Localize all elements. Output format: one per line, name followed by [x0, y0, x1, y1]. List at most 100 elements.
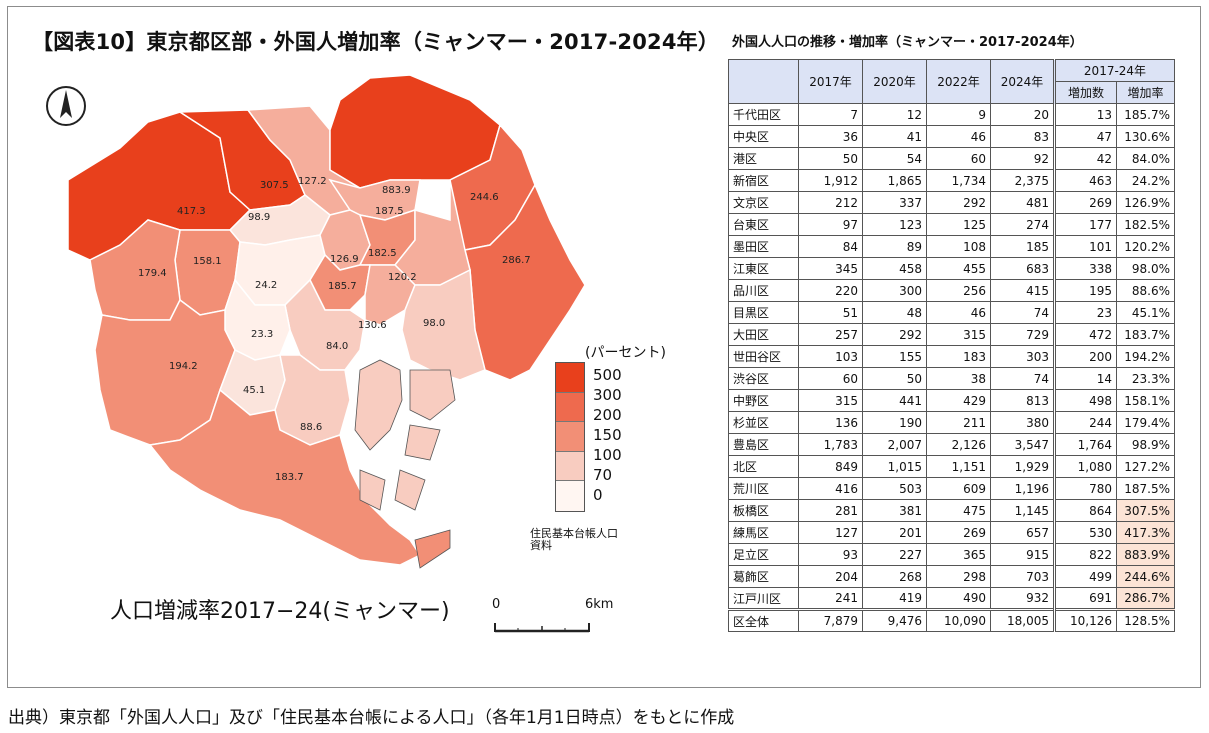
value-cell: 51	[798, 301, 863, 324]
legend-title: (パーセント)	[585, 345, 666, 361]
value-cell: 10,090	[926, 608, 991, 632]
value-cell: 419	[862, 587, 927, 610]
value-cell: 183	[926, 345, 991, 368]
table-row: 文京区 212 337 292 481 269 126.9%	[728, 191, 1175, 214]
value-cell: 1,196	[990, 477, 1055, 500]
increase-cell: 338	[1053, 257, 1117, 280]
map-value-label: 130.6	[358, 320, 387, 331]
value-cell: 89	[862, 235, 927, 258]
value-cell: 915	[990, 543, 1055, 566]
value-cell: 729	[990, 323, 1055, 346]
value-cell: 93	[798, 543, 863, 566]
header-2017: 2017年	[798, 59, 863, 104]
ward-name-cell: 大田区	[728, 323, 799, 346]
table-row: 目黒区 51 48 46 74 23 45.1%	[728, 301, 1175, 324]
map-value-label: 127.2	[298, 176, 327, 187]
ward-name-cell: 荒川区	[728, 477, 799, 500]
increase-cell: 101	[1053, 235, 1117, 258]
value-cell: 315	[926, 323, 991, 346]
value-cell: 257	[798, 323, 863, 346]
ward-name-cell: 板橋区	[728, 499, 799, 522]
value-cell: 83	[990, 125, 1055, 148]
table-row: 品川区 220 300 256 415 195 88.6%	[728, 279, 1175, 302]
rate-cell: 127.2%	[1116, 455, 1175, 478]
ward-name-cell: 墨田区	[728, 235, 799, 258]
rate-cell: 45.1%	[1116, 301, 1175, 324]
ward-name-cell: 台東区	[728, 213, 799, 236]
value-cell: 490	[926, 587, 991, 610]
map-value-labels: 307.5 127.2 883.9 244.6 417.3 98.9 187.5 179.4 1…	[138, 176, 531, 483]
legend-swatch-3	[556, 422, 584, 452]
scale-start-label: 0	[492, 597, 501, 612]
map-value-label: 286.7	[502, 255, 531, 266]
value-cell: 18,005	[990, 608, 1055, 632]
map-value-label: 307.5	[260, 180, 289, 191]
value-cell: 108	[926, 235, 991, 258]
increase-cell: 10,126	[1053, 608, 1117, 632]
ward-name-cell: 豊島区	[728, 433, 799, 456]
ward-name-cell: 目黒区	[728, 301, 799, 324]
rate-cell: 130.6%	[1116, 125, 1175, 148]
table-title: 外国人人口の推移・増加率（ミャンマー・2017-2024年）	[732, 35, 1083, 50]
map-ward-edogawa	[464, 183, 586, 381]
value-cell: 268	[862, 565, 927, 588]
value-cell: 2,126	[926, 433, 991, 456]
north-arrow-icon	[44, 84, 88, 128]
value-cell: 97	[798, 213, 863, 236]
rate-cell: 182.5%	[1116, 213, 1175, 236]
table-row: 北区 849 1,015 1,151 1,929 1,080 127.2%	[728, 455, 1175, 478]
value-cell: 9,476	[862, 608, 927, 632]
legend-swatch-4	[556, 451, 584, 482]
rate-cell: 88.6%	[1116, 279, 1175, 302]
value-cell: 125	[926, 213, 991, 236]
scale-end-label: 6km	[585, 597, 614, 612]
value-cell: 74	[990, 367, 1055, 390]
value-cell: 36	[798, 125, 863, 148]
map-value-label: 182.5	[368, 248, 397, 259]
value-cell: 103	[798, 345, 863, 368]
value-cell: 185	[990, 235, 1055, 258]
table-row: 豊島区 1,783 2,007 2,126 3,547 1,764 98.9%	[728, 433, 1175, 456]
map-ward-ota	[148, 388, 422, 566]
table-row: 墨田区 84 89 108 185 101 120.2%	[728, 235, 1175, 258]
map-value-label: 88.6	[300, 422, 322, 433]
rate-cell: 185.7%	[1116, 103, 1175, 126]
value-cell: 1,929	[990, 455, 1055, 478]
rate-cell: 120.2%	[1116, 235, 1175, 258]
ward-name-cell: 千代田区	[728, 103, 799, 126]
header-rate: 増加率	[1116, 81, 1175, 104]
map-landfill-islands	[354, 359, 456, 511]
value-cell: 337	[862, 191, 927, 214]
increase-cell: 1,080	[1053, 455, 1117, 478]
value-cell: 127	[798, 521, 863, 544]
increase-cell: 200	[1053, 345, 1117, 368]
value-cell: 41	[862, 125, 927, 148]
value-cell: 50	[798, 147, 863, 170]
header-group-2017-24: 2017-24年	[1053, 59, 1175, 82]
value-cell: 1,145	[990, 499, 1055, 522]
rate-cell: 417.3%	[1116, 521, 1175, 544]
rate-cell: 183.7%	[1116, 323, 1175, 346]
rate-cell: 883.9%	[1116, 543, 1175, 566]
map-value-label: 194.2	[169, 361, 198, 372]
header-2022: 2022年	[926, 59, 991, 104]
header-ward	[728, 59, 799, 104]
legend-swatch-2	[556, 392, 584, 423]
increase-cell: 780	[1053, 477, 1117, 500]
ward-name-cell: 杉並区	[728, 411, 799, 434]
map-value-label: 883.9	[382, 185, 411, 196]
table-row: 練馬区 127 201 269 657 530 417.3%	[728, 521, 1175, 544]
choropleth-map: 307.5 127.2 883.9 244.6 417.3 98.9 187.5 179.4 1…	[30, 70, 670, 650]
rate-cell: 126.9%	[1116, 191, 1175, 214]
increase-cell: 13	[1053, 103, 1117, 126]
rate-cell: 194.2%	[1116, 345, 1175, 368]
map-value-label: 417.3	[177, 206, 206, 217]
legend-source: 住民基本台帳人口資料	[530, 527, 618, 552]
table-row: 足立区 93 227 365 915 822 883.9%	[728, 543, 1175, 566]
value-cell: 609	[926, 477, 991, 500]
legend-label-300: 300	[593, 386, 622, 404]
value-cell: 380	[990, 411, 1055, 434]
ward-name-cell: 足立区	[728, 543, 799, 566]
increase-cell: 42	[1053, 147, 1117, 170]
increase-cell: 822	[1053, 543, 1117, 566]
